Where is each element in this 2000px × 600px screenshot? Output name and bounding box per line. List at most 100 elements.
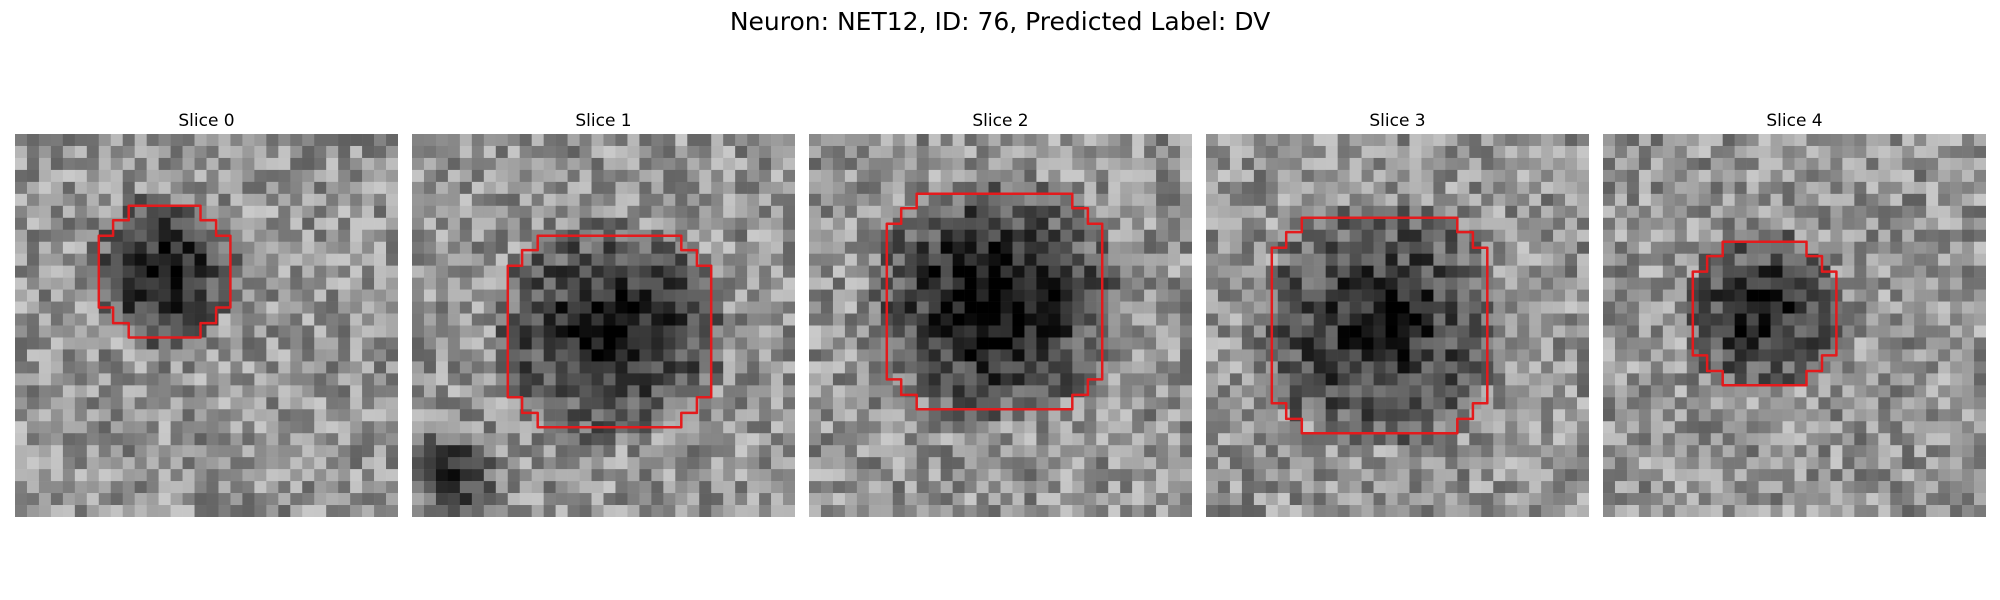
pixel (386, 313, 398, 326)
pixel (1541, 134, 1554, 147)
pixel (495, 289, 509, 302)
pixel (278, 205, 291, 219)
pixel (976, 145, 989, 159)
pixel (1277, 373, 1291, 386)
pixel (1650, 325, 1664, 338)
pixel (1361, 205, 1374, 219)
pixel (615, 145, 628, 159)
pixel (1000, 385, 1013, 398)
pixel (1950, 157, 1963, 171)
pixel (1072, 421, 1085, 434)
pixel (1433, 337, 1446, 350)
pixel (412, 445, 425, 458)
pixel (543, 409, 556, 422)
pixel (940, 145, 953, 159)
pixel (1698, 241, 1712, 254)
pixel (1541, 313, 1554, 326)
pixel (543, 134, 556, 147)
pixel (1517, 289, 1530, 302)
pixel (1349, 409, 1362, 422)
pixel (783, 157, 795, 171)
pixel (880, 193, 894, 207)
pixel (759, 349, 772, 362)
pixel (74, 134, 88, 147)
pixel (1914, 397, 1927, 410)
pixel (206, 241, 219, 254)
pixel (1914, 205, 1927, 219)
pixel (1012, 313, 1025, 326)
pixel (1974, 409, 1986, 422)
pixel (723, 385, 736, 398)
pixel (412, 493, 425, 506)
pixel (254, 301, 267, 314)
pixel (1650, 361, 1664, 374)
pixel (447, 481, 461, 494)
pixel (1445, 145, 1458, 159)
pixel (412, 373, 425, 386)
pixel (940, 134, 953, 147)
pixel (1000, 169, 1013, 183)
pixel (362, 313, 375, 326)
pixel (809, 445, 822, 458)
pixel (832, 181, 846, 195)
pixel (86, 205, 100, 219)
pixel (1686, 361, 1700, 374)
pixel (1469, 469, 1482, 482)
pixel (1000, 397, 1013, 410)
pixel (1144, 409, 1157, 422)
pixel (783, 217, 795, 231)
pixel (928, 313, 941, 326)
pixel (1493, 373, 1506, 386)
pixel (495, 409, 509, 422)
pixel (1096, 169, 1109, 183)
pixel (1144, 157, 1157, 171)
pixel (1084, 313, 1097, 326)
pixel (182, 337, 195, 350)
pixel (615, 361, 628, 374)
pixel (326, 337, 339, 350)
pixel (651, 469, 664, 482)
pixel (1469, 193, 1482, 207)
pixel (134, 409, 147, 422)
pixel (362, 433, 375, 446)
pixel (1674, 361, 1688, 374)
pixel (278, 181, 291, 195)
pixel (1770, 145, 1783, 159)
pixel (1156, 181, 1169, 195)
pixel (1457, 373, 1470, 386)
pixel (555, 493, 568, 506)
pixel (1505, 277, 1518, 290)
pixel (567, 205, 580, 219)
pixel (1060, 313, 1073, 326)
pixel (206, 205, 219, 219)
pixel (1024, 421, 1037, 434)
pixel (1517, 421, 1530, 434)
pixel (1120, 349, 1133, 362)
pixel (856, 445, 870, 458)
pixel (1421, 181, 1434, 195)
pixel (1806, 277, 1819, 290)
pixel (1277, 217, 1291, 231)
pixel (759, 361, 772, 374)
pixel (1650, 421, 1664, 434)
pixel (230, 421, 243, 434)
pixel (1541, 289, 1554, 302)
pixel (809, 205, 822, 219)
pixel (1229, 217, 1243, 231)
pixel (1373, 421, 1386, 434)
pixel (218, 193, 231, 207)
pixel (904, 229, 918, 243)
pixel (266, 289, 279, 302)
pixel (1662, 301, 1676, 314)
pixel (880, 421, 894, 434)
pixel (362, 349, 375, 362)
pixel (916, 385, 929, 398)
pixel (1024, 337, 1037, 350)
pixel (820, 301, 834, 314)
pixel (15, 373, 28, 386)
pixel (134, 265, 147, 278)
pixel (1481, 421, 1494, 434)
pixel (1206, 373, 1219, 386)
pixel (146, 193, 159, 207)
pixel (1217, 289, 1231, 302)
